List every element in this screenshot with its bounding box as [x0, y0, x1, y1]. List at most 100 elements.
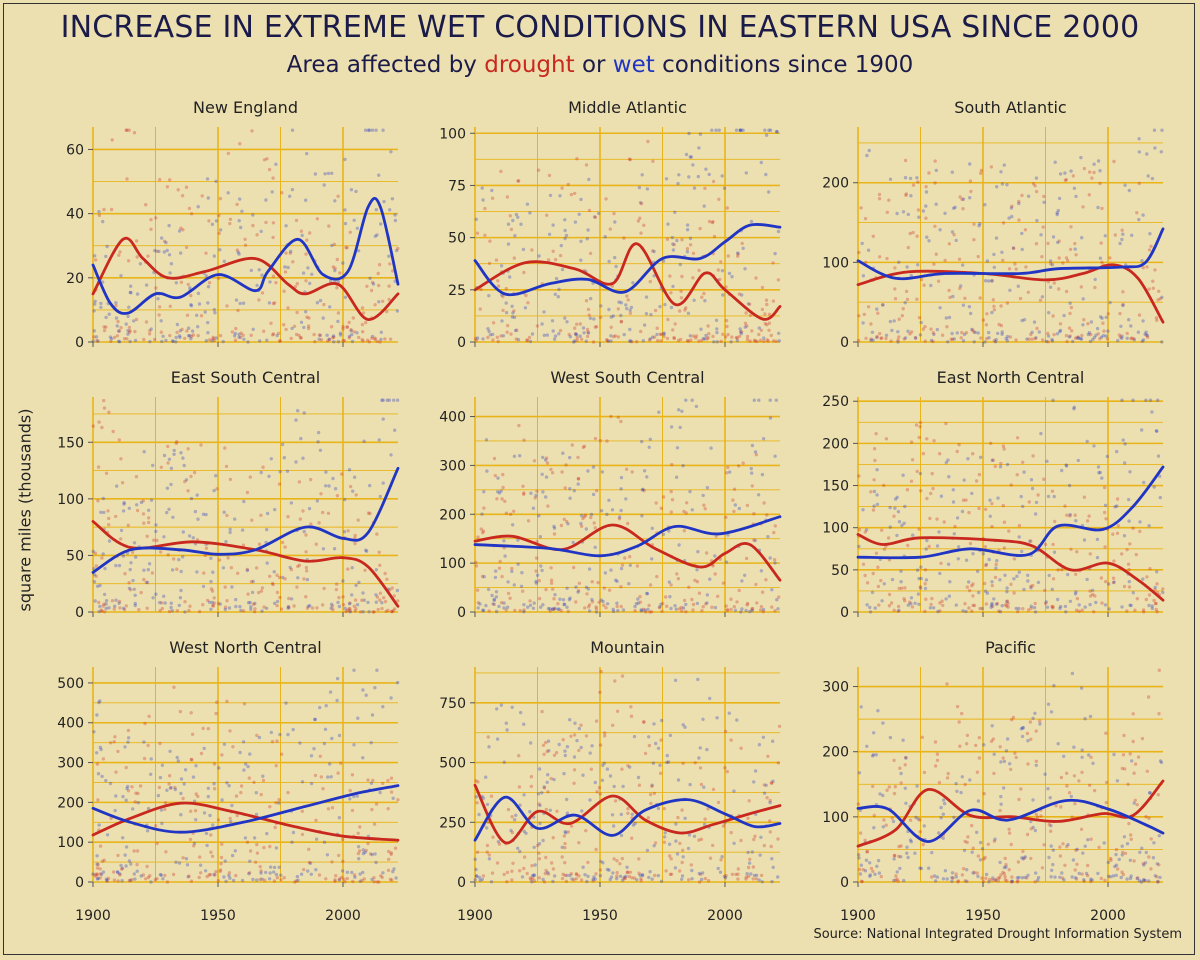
drought-point — [196, 333, 200, 338]
drought-point — [736, 877, 740, 881]
drought-point — [292, 604, 296, 608]
drought-point — [217, 558, 222, 562]
drought-point — [114, 514, 118, 519]
drought-point — [759, 873, 764, 878]
wet-point — [916, 592, 921, 596]
wet-point — [221, 339, 225, 344]
wet-point — [1060, 871, 1064, 875]
wet-point — [305, 151, 309, 156]
wet-point — [1062, 313, 1066, 318]
scatter-points-mountain — [473, 669, 782, 884]
wet-point — [370, 334, 375, 339]
wet-point — [984, 872, 989, 877]
wet-point — [497, 604, 501, 609]
drought-point — [107, 516, 111, 521]
wet-point — [688, 155, 692, 159]
drought-point — [186, 489, 190, 493]
drought-point — [566, 182, 570, 187]
drought-point — [871, 784, 875, 789]
wet-point — [1034, 500, 1039, 505]
wet-point — [132, 587, 136, 591]
wet-point — [591, 877, 595, 881]
wet-point — [953, 205, 957, 209]
subtitle-part2: or — [574, 52, 613, 78]
drought-point — [931, 331, 935, 335]
drought-point — [271, 301, 276, 306]
drought-point — [923, 325, 927, 329]
drought-point — [1064, 333, 1069, 338]
drought-point — [590, 600, 595, 604]
wet-point — [600, 470, 605, 474]
wet-point — [480, 512, 484, 516]
wet-point — [185, 863, 190, 867]
wet-point — [584, 585, 589, 589]
drought-point — [1016, 860, 1021, 864]
wet-point — [1023, 855, 1027, 859]
wet-point — [750, 850, 754, 854]
drought-point — [299, 336, 303, 340]
wet-point — [674, 839, 678, 843]
wet-point — [204, 831, 209, 836]
drought-point — [372, 822, 377, 826]
wet-point — [1150, 604, 1154, 608]
drought-point — [967, 588, 972, 593]
drought-point — [239, 790, 243, 795]
wet-point — [158, 600, 162, 605]
drought-point — [589, 515, 593, 520]
wet-point — [340, 869, 345, 873]
drought-point — [284, 251, 288, 255]
drought-point — [271, 274, 276, 278]
drought-point — [1099, 576, 1104, 580]
drought-point — [857, 528, 862, 532]
drought-point — [501, 294, 505, 299]
wet-point — [696, 174, 700, 179]
wet-point — [389, 150, 393, 154]
wet-point — [975, 830, 979, 834]
drought-point — [251, 223, 255, 228]
wet-point — [579, 239, 583, 243]
wet-point — [568, 496, 572, 500]
drought-point — [544, 740, 548, 745]
wet-point — [586, 228, 590, 232]
wet-point — [126, 784, 130, 789]
wet-point — [228, 527, 232, 531]
drought-point — [487, 853, 491, 857]
drought-point — [377, 550, 381, 554]
drought-point — [1136, 876, 1140, 880]
drought-point — [925, 437, 929, 441]
wet-point — [591, 492, 596, 497]
drought-point — [1061, 261, 1065, 265]
drought-point — [517, 423, 521, 428]
drought-point — [699, 782, 704, 787]
wet-point — [748, 609, 752, 614]
wet-point — [621, 608, 626, 612]
drought-point — [517, 785, 522, 789]
drought-point — [133, 800, 137, 804]
wet-point — [919, 866, 923, 871]
drought-point — [102, 858, 107, 862]
drought-point — [958, 195, 962, 199]
wet-point — [732, 841, 736, 845]
wet-point — [720, 174, 724, 178]
wet-point — [194, 764, 198, 768]
drought-point — [278, 595, 282, 600]
wet-point — [865, 153, 869, 158]
drought-trend-line-middle-atlantic — [473, 242, 782, 321]
wet-point — [1033, 512, 1038, 516]
drought-point — [690, 597, 694, 602]
wet-point — [976, 799, 981, 803]
wet-point — [92, 730, 96, 734]
drought-point — [716, 594, 720, 598]
wet-point — [878, 792, 882, 796]
wet-point — [510, 569, 514, 574]
wet-point — [869, 338, 873, 342]
wet-point — [681, 723, 685, 727]
drought-point — [649, 792, 653, 797]
drought-point — [248, 475, 252, 479]
drought-point — [491, 321, 496, 325]
drought-point — [1004, 862, 1008, 867]
drought-point — [504, 511, 509, 515]
wet-point — [105, 833, 110, 837]
drought-point — [396, 246, 400, 251]
